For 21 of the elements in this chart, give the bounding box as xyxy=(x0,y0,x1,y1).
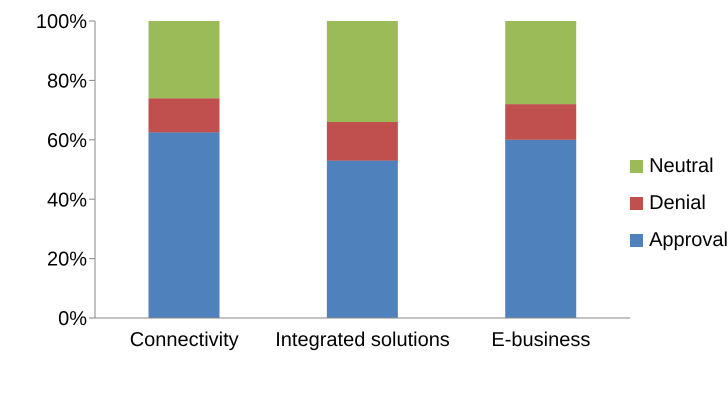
bar xyxy=(326,122,398,161)
y-tick-label: 0% xyxy=(58,308,88,330)
y-tick-label: 100% xyxy=(36,11,88,34)
x-tick-label: E-business xyxy=(491,329,590,352)
x-tick-label: Connectivity xyxy=(130,329,239,352)
y-tick-label: 80% xyxy=(46,70,88,92)
y-tick-label: 40% xyxy=(46,189,88,212)
bar xyxy=(505,140,576,318)
y-tick-label: 20% xyxy=(46,248,88,271)
legend-label: Approval xyxy=(649,228,728,252)
bar xyxy=(326,21,398,122)
bar xyxy=(148,132,220,318)
bar xyxy=(505,21,576,104)
bar xyxy=(326,160,398,318)
bar xyxy=(148,98,220,132)
y-tick-label: 60% xyxy=(46,130,88,152)
legend-label: Denial xyxy=(649,192,706,214)
x-tick-label: Integrated solutions xyxy=(275,329,450,352)
bar xyxy=(148,21,220,98)
legend-label: Neutral xyxy=(649,154,714,178)
bar xyxy=(505,104,576,140)
